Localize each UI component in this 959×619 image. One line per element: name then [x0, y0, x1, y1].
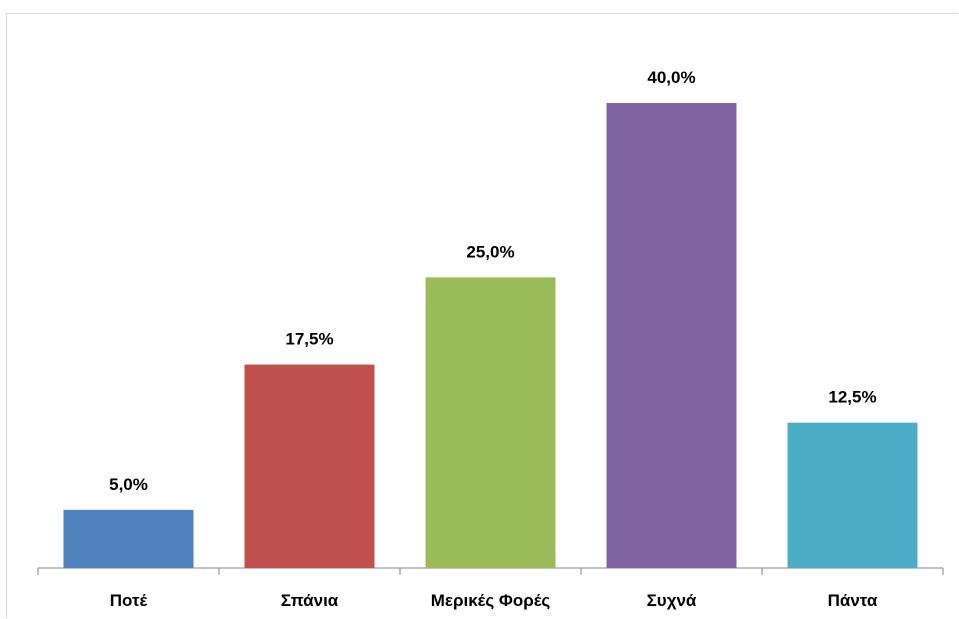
data-label-5: 12,5%	[828, 388, 876, 407]
data-label-4: 40,0%	[647, 68, 695, 87]
bar-4	[606, 103, 737, 568]
category-label-2: Σπάνια	[281, 591, 339, 610]
data-label-1: 5,0%	[109, 475, 148, 494]
bar-5	[787, 422, 918, 568]
data-label-2: 17,5%	[285, 330, 333, 349]
category-label-3: Μερικές Φορές	[431, 591, 551, 610]
category-label-1: Ποτέ	[110, 591, 148, 610]
category-label-4: Συχνά	[647, 591, 697, 610]
bar-2	[244, 364, 375, 568]
chart-frame	[6, 13, 958, 618]
category-label-5: Πάντα	[828, 591, 878, 610]
bar-3	[425, 277, 556, 568]
bar-1	[63, 509, 194, 568]
data-label-3: 25,0%	[466, 242, 514, 261]
